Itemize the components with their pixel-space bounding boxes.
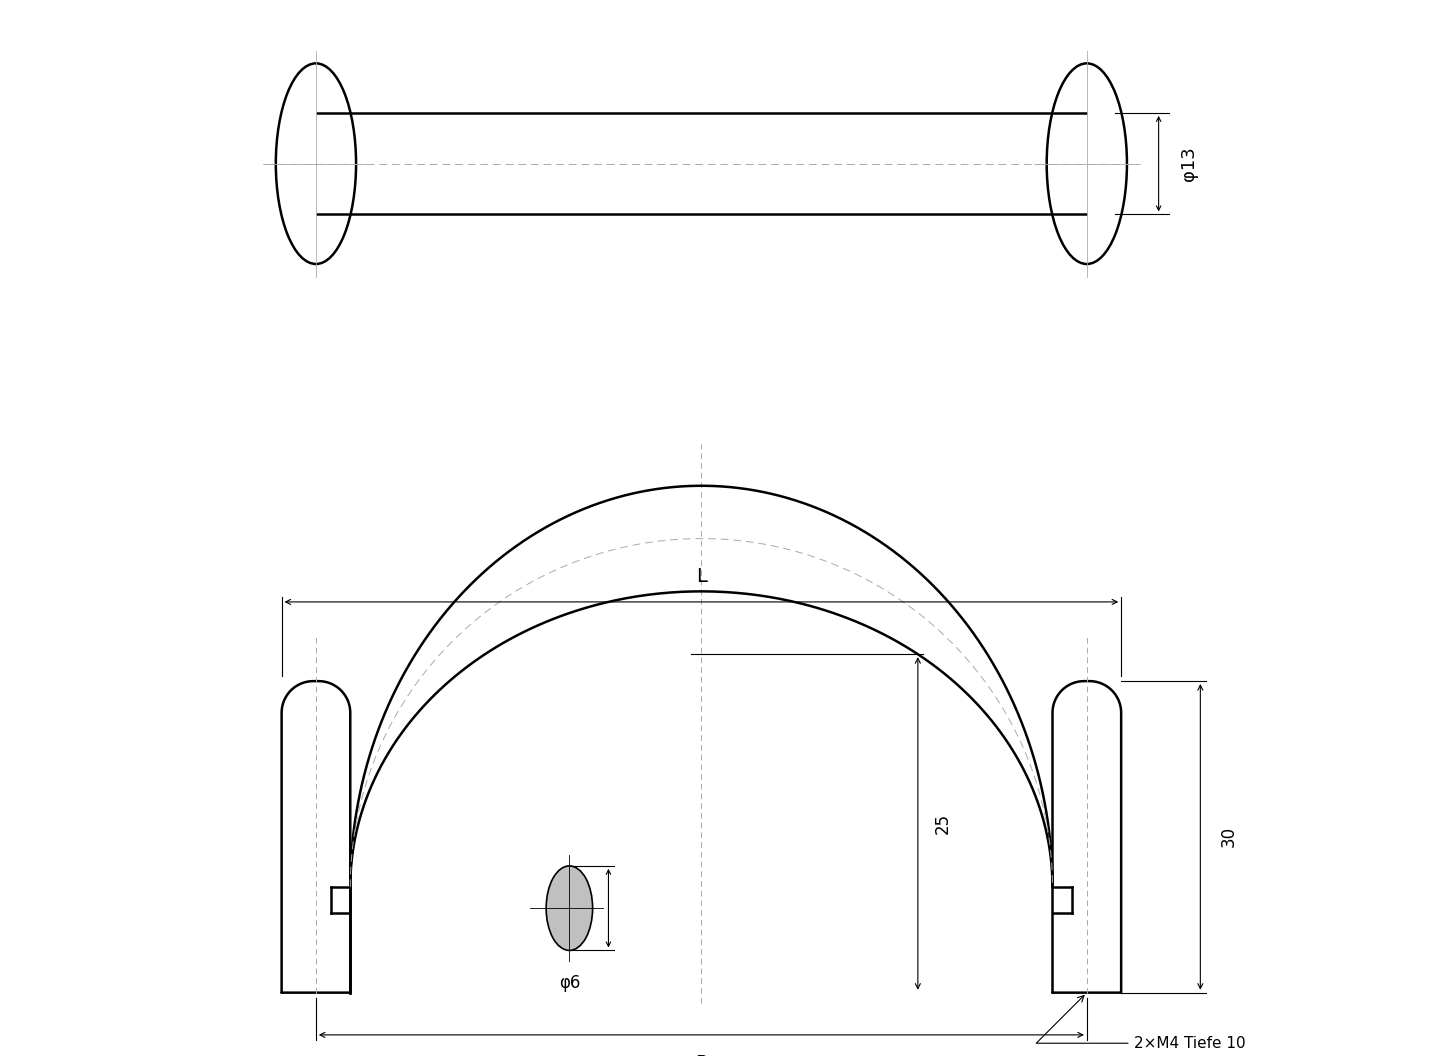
Text: 30: 30 bbox=[1220, 826, 1237, 848]
Text: φ13: φ13 bbox=[1179, 147, 1198, 181]
Text: P: P bbox=[695, 1054, 707, 1056]
Text: φ6: φ6 bbox=[559, 974, 579, 992]
Text: 25: 25 bbox=[933, 813, 952, 834]
Ellipse shape bbox=[546, 866, 592, 950]
Text: L: L bbox=[696, 567, 707, 586]
Text: 2×M4 Tiefe 10: 2×M4 Tiefe 10 bbox=[1036, 996, 1246, 1051]
